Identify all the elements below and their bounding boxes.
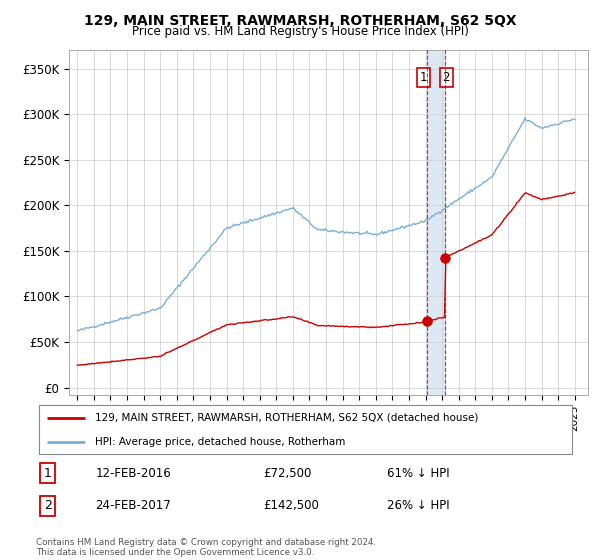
Text: 12-FEB-2016: 12-FEB-2016 (95, 467, 171, 480)
Text: £72,500: £72,500 (263, 467, 311, 480)
Text: 24-FEB-2017: 24-FEB-2017 (95, 499, 171, 512)
Text: 1: 1 (419, 71, 427, 84)
FancyBboxPatch shape (39, 405, 572, 454)
Text: 1: 1 (44, 467, 52, 480)
Bar (427, 50, 445, 395)
Text: Contains HM Land Registry data © Crown copyright and database right 2024.
This d: Contains HM Land Registry data © Crown c… (36, 538, 376, 557)
Text: 26% ↓ HPI: 26% ↓ HPI (387, 499, 449, 512)
Text: 129, MAIN STREET, RAWMARSH, ROTHERHAM, S62 5QX (detached house): 129, MAIN STREET, RAWMARSH, ROTHERHAM, S… (95, 413, 479, 423)
Text: 129, MAIN STREET, RAWMARSH, ROTHERHAM, S62 5QX: 129, MAIN STREET, RAWMARSH, ROTHERHAM, S… (83, 14, 517, 28)
Text: 2: 2 (442, 71, 450, 84)
Text: HPI: Average price, detached house, Rotherham: HPI: Average price, detached house, Roth… (95, 437, 346, 447)
Text: £142,500: £142,500 (263, 499, 319, 512)
Text: 2: 2 (44, 499, 52, 512)
Text: Price paid vs. HM Land Registry's House Price Index (HPI): Price paid vs. HM Land Registry's House … (131, 25, 469, 38)
Text: 61% ↓ HPI: 61% ↓ HPI (387, 467, 449, 480)
